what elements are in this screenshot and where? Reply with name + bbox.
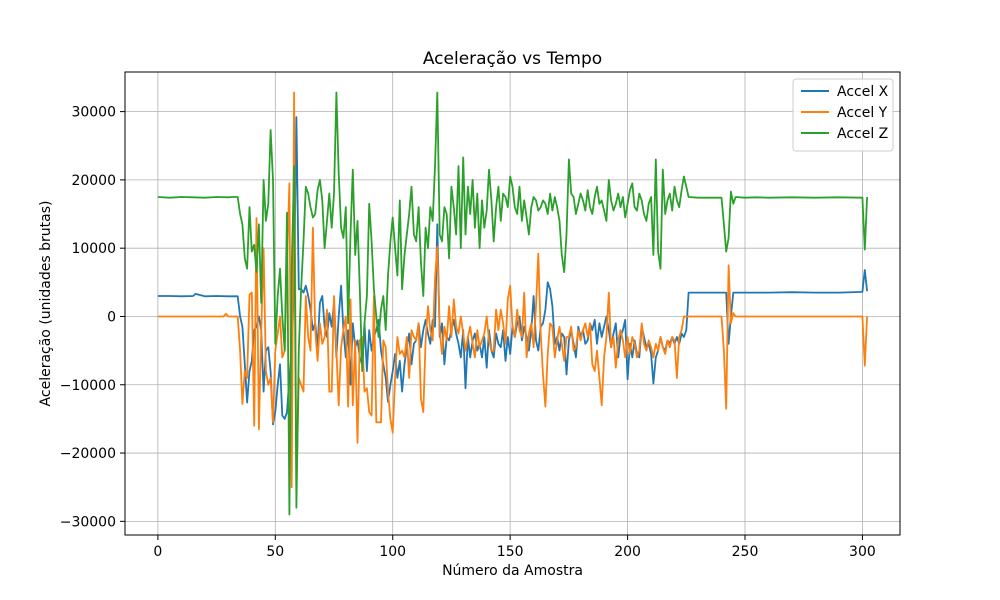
x-tick-label: 250 — [732, 544, 759, 560]
y-tick-label: 20000 — [71, 173, 116, 189]
x-tick-label: 300 — [849, 544, 876, 560]
grid-lines — [125, 72, 900, 535]
x-tick-label: 150 — [497, 544, 524, 560]
legend-label: Accel Z — [837, 126, 888, 142]
y-tick-label: −10000 — [60, 378, 116, 394]
y-tick-label: 0 — [107, 309, 116, 325]
axis-ticks: 0 50 100 150 200 250 300 −30000 −20000 −10000 0 100… — [60, 105, 876, 560]
y-tick-label: 10000 — [71, 241, 116, 257]
legend-label: Accel Y — [837, 105, 888, 121]
series-lines — [157, 91, 868, 516]
x-tick-label: 100 — [379, 544, 406, 560]
chart-title: Aceleração vs Tempo — [423, 49, 602, 69]
y-tick-label: −30000 — [60, 514, 116, 530]
series-line-accel-x — [157, 116, 868, 426]
y-tick-label: −20000 — [60, 446, 116, 462]
x-tick-label: 50 — [266, 544, 284, 560]
x-tick-label: 0 — [153, 544, 162, 560]
legend-label: Accel X — [837, 84, 889, 100]
series-line-accel-y — [157, 91, 868, 492]
x-tick-label: 200 — [614, 544, 641, 560]
plot-frame — [124, 71, 901, 536]
legend: Accel X Accel Y Accel Z — [792, 78, 894, 152]
x-axis-label: Número da Amostra — [442, 563, 583, 579]
y-tick-label: 30000 — [71, 105, 116, 121]
series-line-accel-z — [157, 91, 868, 516]
y-axis-label: Aceleração (unidades brutas) — [38, 201, 54, 407]
